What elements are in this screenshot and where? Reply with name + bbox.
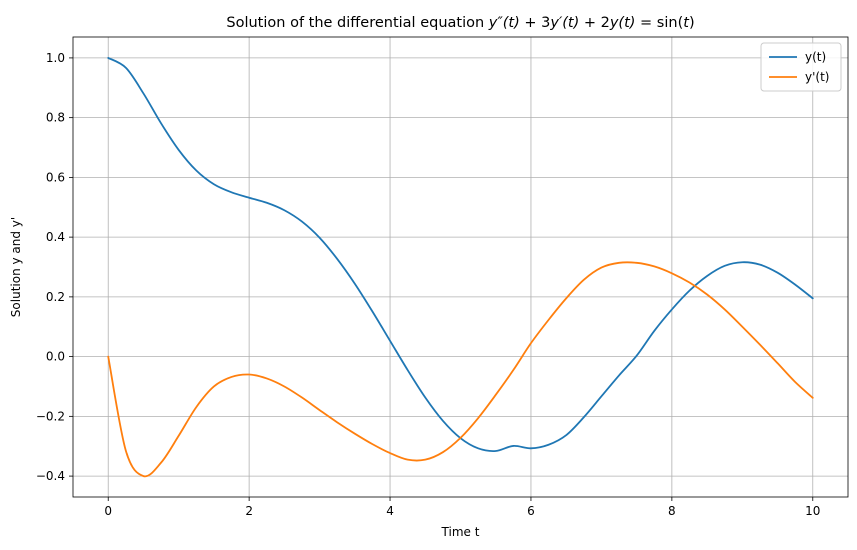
legend-label: y(t): [805, 50, 826, 64]
x-tick-label: 8: [668, 504, 676, 518]
legend: y(t) y'(t): [761, 43, 841, 91]
x-tick-label: 0: [104, 504, 112, 518]
y-tick-label: 0.6: [46, 170, 65, 184]
y-tick-label: 0.4: [46, 230, 65, 244]
x-tick-label: 2: [245, 504, 253, 518]
y-tick-label: −0.2: [36, 409, 65, 423]
legend-label: y'(t): [805, 70, 829, 84]
y-tick-label: 1.0: [46, 51, 65, 65]
x-tick-label: 6: [527, 504, 535, 518]
y-axis-label: Solution y and y': [9, 217, 23, 317]
y-tick-label: 0.2: [46, 290, 65, 304]
y-tick-label: 0.0: [46, 350, 65, 364]
x-tick-label: 4: [386, 504, 394, 518]
x-tick-label: 10: [805, 504, 820, 518]
y-tick-label: −0.4: [36, 469, 65, 483]
y-tick-label: 0.8: [46, 111, 65, 125]
x-axis-label: Time t: [441, 525, 480, 539]
chart-title: Solution of the differential equation y″…: [226, 15, 694, 31]
